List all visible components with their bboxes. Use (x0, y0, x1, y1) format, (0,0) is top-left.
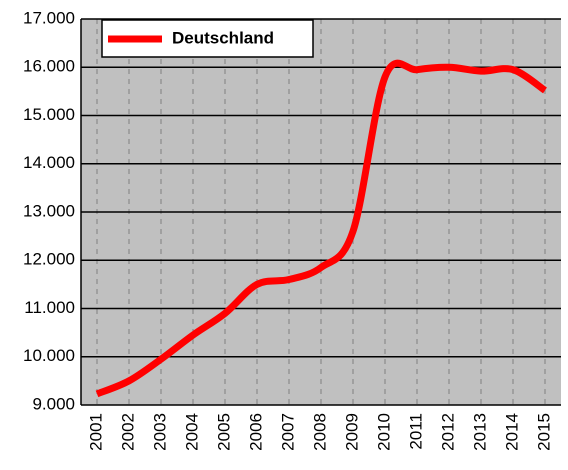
y-tick-label: 9.000 (32, 394, 75, 413)
x-tick-label: 2012 (438, 413, 457, 451)
x-tick-label: 2013 (470, 413, 489, 451)
x-tick-label: 2001 (86, 413, 105, 451)
x-tick-label: 2005 (214, 413, 233, 451)
y-tick-label: 14.000 (23, 153, 75, 172)
line-series (95, 59, 548, 398)
x-tick-label: 2009 (342, 413, 361, 451)
y-tick-label: 15.000 (23, 105, 75, 124)
x-tick-label: 2004 (182, 413, 201, 451)
y-tick-label: 10.000 (23, 346, 75, 365)
x-tick-label: 2014 (502, 413, 521, 451)
x-tick-label: 2006 (246, 413, 265, 451)
x-tick-label: 2008 (310, 413, 329, 451)
y-tick-label: 16.000 (23, 57, 75, 76)
y-tick-label: 11.000 (24, 298, 75, 317)
x-tick-label: 2011 (406, 413, 425, 450)
y-tick-label: 12.000 (23, 250, 75, 269)
x-tick-label: 2010 (374, 413, 393, 451)
y-tick-label: 13.000 (23, 201, 75, 220)
x-tick-label: 2003 (150, 413, 169, 451)
x-tick-label: 2007 (278, 413, 297, 451)
x-tick-label: 2015 (534, 413, 553, 451)
y-tick-label: 17.000 (23, 8, 75, 27)
legend-label: Deutschland (172, 28, 274, 47)
x-tick-label: 2002 (118, 413, 137, 451)
